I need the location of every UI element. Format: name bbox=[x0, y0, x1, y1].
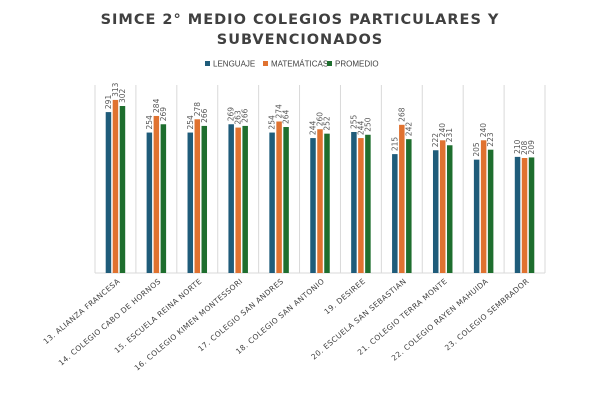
bar bbox=[283, 127, 289, 273]
data-label: 215 bbox=[390, 137, 399, 152]
legend-label: MATEMÁTICAS bbox=[271, 60, 328, 69]
bar bbox=[228, 124, 234, 274]
data-label: 268 bbox=[397, 107, 406, 122]
bar bbox=[432, 150, 439, 273]
data-label: 264 bbox=[282, 109, 291, 124]
category-label: 18. COLEGIO SAN ANTONIO bbox=[234, 277, 326, 356]
data-label: 205 bbox=[472, 142, 481, 157]
data-label: 269 bbox=[159, 107, 168, 122]
legend-item: PROMEDIO bbox=[327, 60, 379, 69]
data-label: 266 bbox=[200, 108, 209, 123]
legend-swatch bbox=[327, 61, 332, 66]
bar bbox=[153, 115, 160, 273]
legend: LENGUAJE MATEMÁTICAS PROMEDIO bbox=[205, 60, 379, 69]
bar bbox=[235, 127, 241, 273]
data-label: 231 bbox=[445, 128, 454, 143]
bar bbox=[446, 145, 453, 273]
data-label: 208 bbox=[520, 140, 529, 155]
data-label: 263 bbox=[234, 110, 243, 125]
bar bbox=[119, 106, 126, 273]
bar bbox=[358, 138, 364, 273]
bar bbox=[439, 140, 446, 273]
data-label: 244 bbox=[356, 121, 365, 136]
legend-label: PROMEDIO bbox=[335, 60, 379, 69]
legend-item: MATEMÁTICAS bbox=[263, 60, 328, 69]
legend-swatch bbox=[205, 61, 210, 66]
data-label: 250 bbox=[363, 117, 372, 132]
legend-label: LENGUAJE bbox=[213, 60, 255, 69]
data-label: 240 bbox=[438, 123, 447, 138]
data-label: 210 bbox=[513, 139, 522, 154]
bar bbox=[112, 99, 119, 273]
bar bbox=[528, 157, 535, 273]
data-label: 302 bbox=[118, 88, 127, 103]
data-label: 291 bbox=[104, 95, 113, 110]
data-label: 260 bbox=[316, 112, 325, 127]
bar bbox=[201, 125, 208, 273]
bar bbox=[317, 129, 323, 273]
bar bbox=[365, 134, 371, 273]
data-label: 284 bbox=[152, 98, 161, 113]
bar bbox=[310, 138, 316, 273]
data-label: 209 bbox=[527, 140, 536, 155]
bar bbox=[351, 132, 357, 273]
data-label: 274 bbox=[275, 104, 284, 119]
data-label: 269 bbox=[227, 107, 236, 122]
data-label: 242 bbox=[404, 122, 413, 137]
data-label: 223 bbox=[486, 132, 495, 147]
bar bbox=[276, 121, 282, 274]
bar bbox=[399, 124, 405, 273]
data-label: 313 bbox=[111, 82, 120, 97]
data-label: 244 bbox=[309, 121, 318, 136]
bar bbox=[324, 133, 330, 273]
data-label: 240 bbox=[479, 123, 488, 138]
data-label: 266 bbox=[241, 108, 250, 123]
legend-item: LENGUAJE bbox=[205, 60, 255, 69]
bar bbox=[269, 132, 275, 273]
chart-title-line-1: SIMCE 2° MEDIO COLEGIOS PARTICULARES Y bbox=[101, 12, 500, 28]
bar bbox=[521, 157, 528, 273]
category-label: 17. COLEGIO SAN ANDRES bbox=[196, 277, 285, 354]
bar bbox=[160, 124, 167, 274]
bar bbox=[392, 154, 398, 273]
data-label: 254 bbox=[145, 115, 154, 130]
bar bbox=[487, 149, 494, 273]
chart-title-line-2: SUBVENCIONADOS bbox=[217, 32, 383, 48]
bar bbox=[146, 132, 153, 273]
data-label: 254 bbox=[186, 115, 195, 130]
bar bbox=[105, 112, 112, 273]
bar bbox=[194, 119, 201, 274]
bar bbox=[406, 139, 412, 273]
category-label: 13. ALIANZA FRANCESA bbox=[41, 276, 122, 346]
category-label: 19. DESIREE bbox=[322, 277, 367, 317]
category-label: 23. COLEGIO SEMBRADOR bbox=[443, 277, 531, 353]
data-label: 252 bbox=[323, 116, 332, 131]
data-label: 254 bbox=[268, 115, 277, 130]
data-label: 222 bbox=[431, 133, 440, 148]
legend-swatch bbox=[263, 61, 268, 66]
bar bbox=[514, 156, 521, 273]
bar bbox=[480, 140, 487, 273]
bar bbox=[187, 132, 194, 273]
bar bbox=[242, 125, 248, 273]
data-label: 278 bbox=[193, 102, 202, 117]
data-label: 255 bbox=[349, 114, 358, 129]
bar-series-group bbox=[105, 99, 535, 274]
bar bbox=[473, 159, 480, 273]
